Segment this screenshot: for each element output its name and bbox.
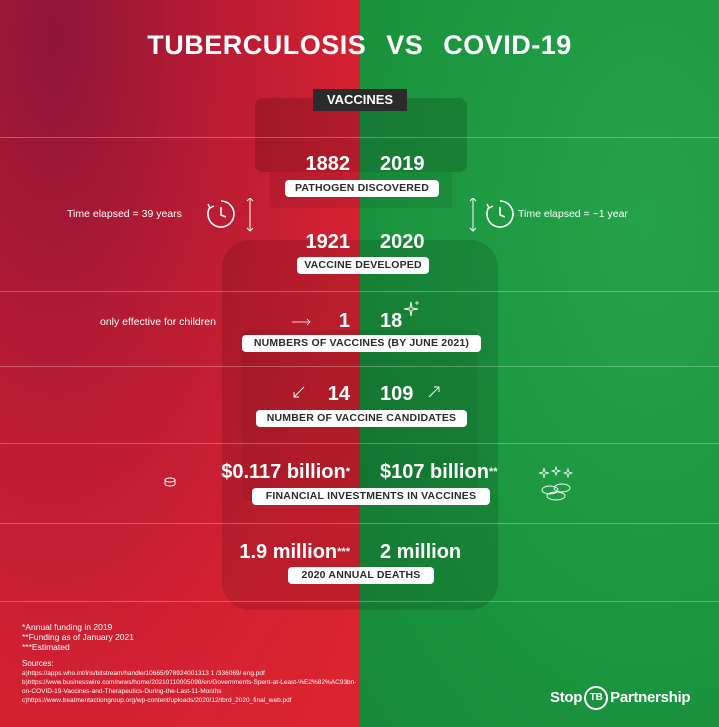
covid-number-of-vaccines: 18 <box>380 310 403 332</box>
divider-line <box>0 291 719 292</box>
source-link[interactable]: b)https://www.businesswire.com/news/home… <box>22 679 357 686</box>
section-tag: VACCINES <box>313 89 407 111</box>
covid-vaccine-year: 2020 <box>380 231 425 253</box>
tb-deaths-value: 1.9 million <box>239 541 338 563</box>
divider-line <box>0 366 719 367</box>
label-annual-deaths: 2020 ANNUAL DEATHS <box>288 567 434 584</box>
label-number-of-vaccines: NUMBERS OF VACCINES (BY JUNE 2021) <box>242 335 481 352</box>
sources-label: Sources: <box>22 659 54 668</box>
covid-investment-mark: ** <box>488 466 498 478</box>
covid-investment: $107 billion** <box>380 460 530 484</box>
source-link[interactable]: c)https://www.treatmentactiongroup.org/w… <box>22 697 292 704</box>
logo-partnership: Partnership <box>610 689 691 706</box>
clock-icon <box>207 200 235 228</box>
arrow-down-left-icon <box>293 386 305 398</box>
arrow-down-icon <box>469 198 477 232</box>
money-pile-icon <box>538 466 574 501</box>
divider-line <box>0 443 719 444</box>
arrow-up-right-icon <box>428 386 440 398</box>
label-financial-investments: FINANCIAL INVESTMENTS IN VACCINES <box>252 488 490 505</box>
tb-deaths-mark: *** <box>337 546 350 558</box>
covid-vaccine-candidates: 109 <box>380 383 414 405</box>
covid-discovered-year: 2019 <box>380 153 425 175</box>
stop-tb-logo: Stop TB Partnership <box>550 684 710 712</box>
covid-investment-value: $107 billion <box>380 461 489 483</box>
page-title: TUBERCULOSIS VS COVID-19 <box>0 30 719 61</box>
title-left: TUBERCULOSIS <box>147 30 367 60</box>
label-vaccine-candidates: NUMBER OF VACCINE CANDIDATES <box>256 410 467 427</box>
title-right: COVID-19 <box>443 30 572 60</box>
tb-background <box>0 0 360 727</box>
logo-tb: TB <box>584 686 609 711</box>
covid-deaths-value: 2 million <box>380 541 462 563</box>
tb-vaccine-note: only effective for children <box>100 316 216 328</box>
coin-icon <box>164 477 176 487</box>
label-vaccine-developed: VACCINE DEVELOPED <box>297 257 429 274</box>
tb-discovered-year: 1882 <box>305 153 351 175</box>
tb-vaccine-candidates: 14 <box>327 383 350 405</box>
source-link[interactable]: on-COVID-19-Vaccines-and-Therapeutics-Du… <box>22 688 222 695</box>
arrow-right-icon <box>292 318 311 326</box>
tb-number-of-vaccines: 1 <box>338 310 350 332</box>
tb-vaccine-year: 1921 <box>305 231 351 253</box>
tb-investment-mark: * <box>345 466 350 478</box>
divider-line <box>0 137 719 138</box>
title-vs: VS <box>386 30 424 60</box>
label-pathogen-discovered: PATHOGEN DISCOVERED <box>285 180 439 197</box>
arrow-down-icon <box>246 198 254 232</box>
source-link[interactable]: a)https://apps.who.int/iris/bitstream/ha… <box>22 670 265 677</box>
covid-time-elapsed: Time elapsed = ~1 year <box>518 208 628 220</box>
tb-deaths: 1.9 million*** <box>180 540 350 564</box>
divider-line <box>0 601 719 602</box>
sparkle-icon <box>403 301 419 317</box>
covid-background <box>360 0 719 727</box>
tb-investment-value: $0.117 billion <box>221 461 346 483</box>
tb-time-elapsed: Time elapsed = 39 years <box>67 208 182 220</box>
footnote: *Annual funding in 2019 <box>22 622 113 632</box>
footnote: ***Estimated <box>22 642 70 652</box>
tb-investment: $0.117 billion* <box>180 460 350 484</box>
divider-line <box>0 523 719 524</box>
clock-icon <box>486 200 514 228</box>
footnote: **Funding as of January 2021 <box>22 632 134 642</box>
logo-stop: Stop <box>550 689 583 706</box>
